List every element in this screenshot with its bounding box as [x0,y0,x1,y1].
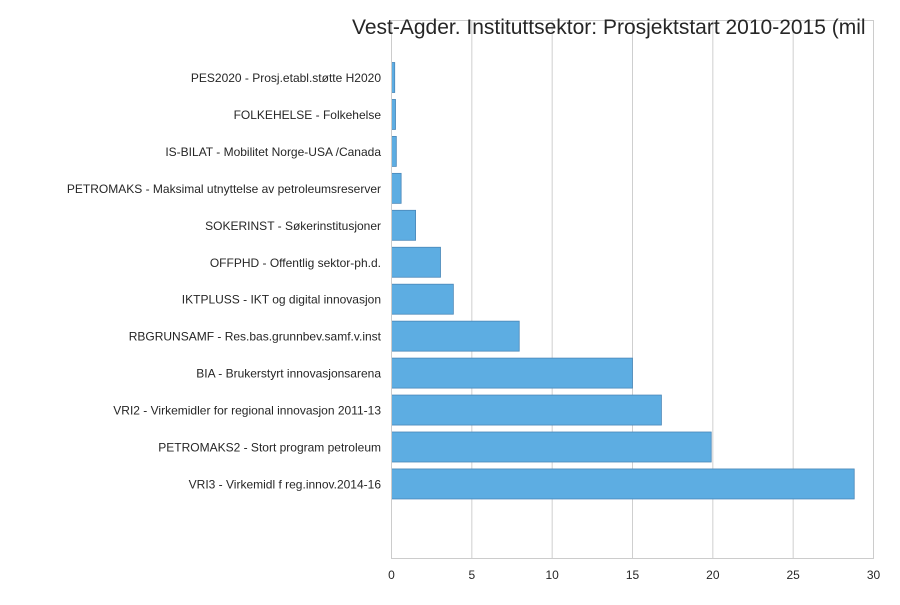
category-label: RBGRUNSAMF - Res.bas.grunnbev.samf.v.ins… [129,330,382,344]
category-label: PETROMAKS - Maksimal utnyttelse av petro… [67,182,381,196]
category-label: IKTPLUSS - IKT og digital innovasjon [182,293,381,307]
bar [391,283,454,315]
category-label-layer: PES2020 - Prosj.etabl.støtte H2020 FOLKEH… [67,71,382,491]
x-tick-label: 0 [388,568,395,582]
bar [391,357,633,389]
x-tick-label: 20 [706,568,720,582]
category-label: VRI3 - Virkemidl f reg.innov.2014-16 [189,477,382,491]
category-label: PETROMAKS2 - Stort program petroleum [158,441,381,455]
x-tick-label: 25 [786,568,800,582]
chart-title: Vest-Agder. Instituttsektor: Prosjektsta… [352,16,866,39]
bar-layer [391,62,855,500]
category-label: BIA - Brukerstyrt innovasjonsarena [196,367,381,381]
category-label: FOLKEHELSE - Folkehelse [234,108,382,122]
category-label: OFFPHD - Offentlig sektor-ph.d. [210,256,381,270]
category-label: VRI2 - Virkemidler for regional innovasj… [113,404,381,418]
bar [391,99,396,130]
bar [391,320,520,352]
x-tick-label: 5 [468,568,475,582]
plot-frame [391,20,874,559]
bar [391,135,397,167]
category-label: IS-BILAT - Mobilitet Norge-USA /Canada [165,145,381,159]
category-label: SOKERINST - Søkerinstitusjoner [205,219,381,233]
x-tick-label: 10 [545,568,559,582]
tick-label-layer: 0 5 10 15 20 25 30 [388,568,880,582]
bar [391,394,662,426]
bar [391,468,855,500]
bar [391,431,712,463]
category-label: PES2020 - Prosj.etabl.støtte H2020 [191,71,381,85]
x-tick-label: 30 [867,568,881,582]
bar [391,209,417,241]
bar [391,246,441,278]
x-tick-label: 15 [626,568,640,582]
bar [391,172,402,204]
